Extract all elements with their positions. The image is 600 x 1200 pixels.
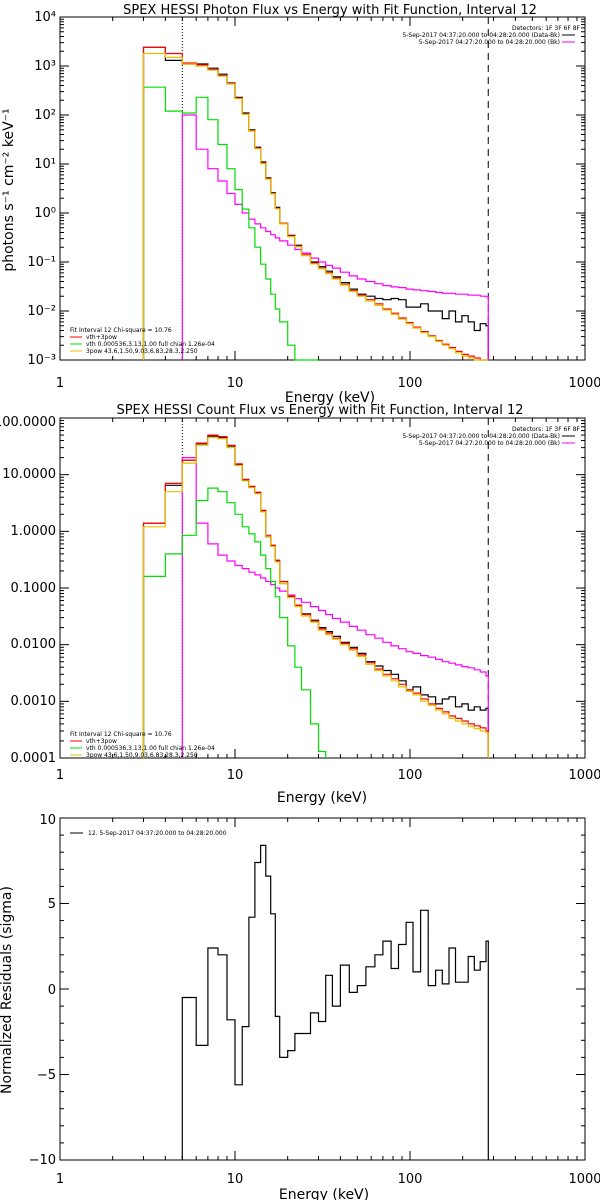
count-series-bk [181,457,489,758]
count-header-databk: 5-Sep-2017 04:37:20.000 to 04:28:20.000 … [402,433,560,440]
photon-y-tick-label: 10⁻³ [27,353,56,368]
count-x-tick-label: 10 [227,768,244,783]
count-y-tick-label: 100.0000 [0,415,56,430]
photon-series-vth-3pow [142,46,489,361]
photon-y-axis-label: photons s⁻¹ cm⁻² keV⁻¹ [1,108,17,271]
residual-y-axis-label: Normalized Residuals (sigma) [0,886,15,1094]
count-fit-line: vth 0.000536,3.13,1.00 full chian 1.26e-… [86,745,215,752]
residual-y-tick-label: 5 [48,897,56,912]
photon-y-tick-label: 10⁴ [34,10,56,25]
count-flux-panel: SPEX HESSI Count Flux vs Energy with Fit… [0,403,600,806]
count-flux-reference-lines [181,418,489,758]
photon-header-bk: 5-Sep-2017 04:27:20.000 to 04:28:20.000 … [419,39,560,46]
count-detectors-line: Detectors: 1F 3F 6F 8F [512,426,581,433]
count-fit-line: vth+3pow [86,738,117,745]
residuals-frame [59,817,586,1161]
photon-fit-line: vth+3pow [86,334,117,341]
residuals-ticks [59,817,585,1161]
photon-fit-line: vth 0.000536,3.13,1.00 full chian 1.26e-… [86,341,215,348]
photon-flux-ticks [59,17,585,361]
residual-x-tick-label: 100 [398,1172,423,1187]
count-flux-ticks [59,418,585,759]
photon-x-tick-label: 1000 [568,376,600,391]
photon-flux-frame [59,16,586,361]
photon-flux-title: SPEX HESSI Photon Flux vs Energy with Fi… [123,3,537,18]
photon-x-tick-label: 1 [56,376,64,391]
photon-x-tick-label: 10 [227,376,244,391]
count-x-tick-label: 1000 [568,768,600,783]
residual-x-axis-label: Energy (keV) [279,1187,369,1200]
count-y-tick-label: 0.0001 [11,751,57,766]
count-y-tick-label: 1.0000 [11,524,57,539]
count-x-tick-label: 1 [56,768,64,783]
residual-x-tick-label: 1 [56,1172,64,1187]
count-y-tick-label: 0.1000 [11,581,57,596]
photon-series-data-bk [142,46,489,360]
residuals-panel: 1 10 100 1000 −10 −5 0 5 10 Energy (keV)… [0,813,600,1200]
photon-y-tick-label: 10⁰ [34,206,56,221]
count-series-3pow [142,437,489,758]
photon-detectors-line: Detectors: 1F 3F 6F 8F [512,25,581,32]
residual-series-residuals [181,844,489,1160]
residual-legend: 12. 5-Sep-2017 04:37:20.000 to 04:28:20.… [88,830,227,837]
photon-header-databk: 5-Sep-2017 04:37:20.000 to 04:28:20.000 … [402,32,560,39]
count-header-bk: 5-Sep-2017 04:27:20.000 to 04:28:20.000 … [419,440,560,447]
photon-y-tick-label: 10² [34,108,56,123]
residual-x-tick-label: 1000 [568,1172,600,1187]
photon-series-bk [181,114,489,360]
photon-y-tick-label: 10³ [34,59,56,74]
photon-series-vth [142,86,319,361]
count-y-tick-label: 0.0100 [11,637,57,652]
photon-y-tick-label: 10⁻² [27,304,56,319]
count-flux-title: SPEX HESSI Count Flux vs Energy with Fit… [116,403,523,418]
photon-fit-line: Fit Interval 12 Chi-square = 10.76 [70,327,172,334]
photon-fit-legend: Fit Interval 12 Chi-square = 10.76 vth+3… [70,327,215,355]
residual-y-tick-label: 10 [39,813,56,828]
photon-flux-panel: SPEX HESSI Photon Flux vs Energy with Fi… [1,3,600,406]
count-flux-frame [59,417,586,759]
photon-flux-reference-lines [181,17,489,360]
count-fit-line: 3pow 43.6,1.50,9.03,6.83,28.3,2.250 [86,752,198,759]
count-fit-line: Fit Interval 12 Chi-square = 10.76 [70,731,172,738]
photon-y-tick-label: 10¹ [34,157,56,172]
photon-series-3pow [142,52,489,361]
count-x-tick-label: 100 [398,768,423,783]
count-y-tick-label: 0.0010 [11,694,57,709]
count-series-vth [142,487,327,758]
photon-x-axis-label: Energy (keV) [285,390,375,406]
residual-y-tick-label: −5 [37,1068,56,1083]
residual-y-tick-label: 0 [48,983,56,998]
count-flux-series [142,434,489,758]
photon-x-tick-label: 100 [398,376,423,391]
photon-flux-series [142,46,489,361]
residual-y-tick-label: −10 [29,1153,56,1168]
count-fit-legend: Fit Interval 12 Chi-square = 10.76 vth+3… [70,731,215,759]
count-x-axis-label: Energy (keV) [277,790,367,806]
photon-fit-line: 3pow 43.6,1.50,9.03,6.83,28.3,2.250 [86,348,198,355]
photon-y-tick-label: 10⁻¹ [27,255,56,270]
residual-x-tick-label: 10 [227,1172,244,1187]
residuals-series [181,844,489,1160]
count-y-tick-label: 10.0000 [2,467,56,482]
